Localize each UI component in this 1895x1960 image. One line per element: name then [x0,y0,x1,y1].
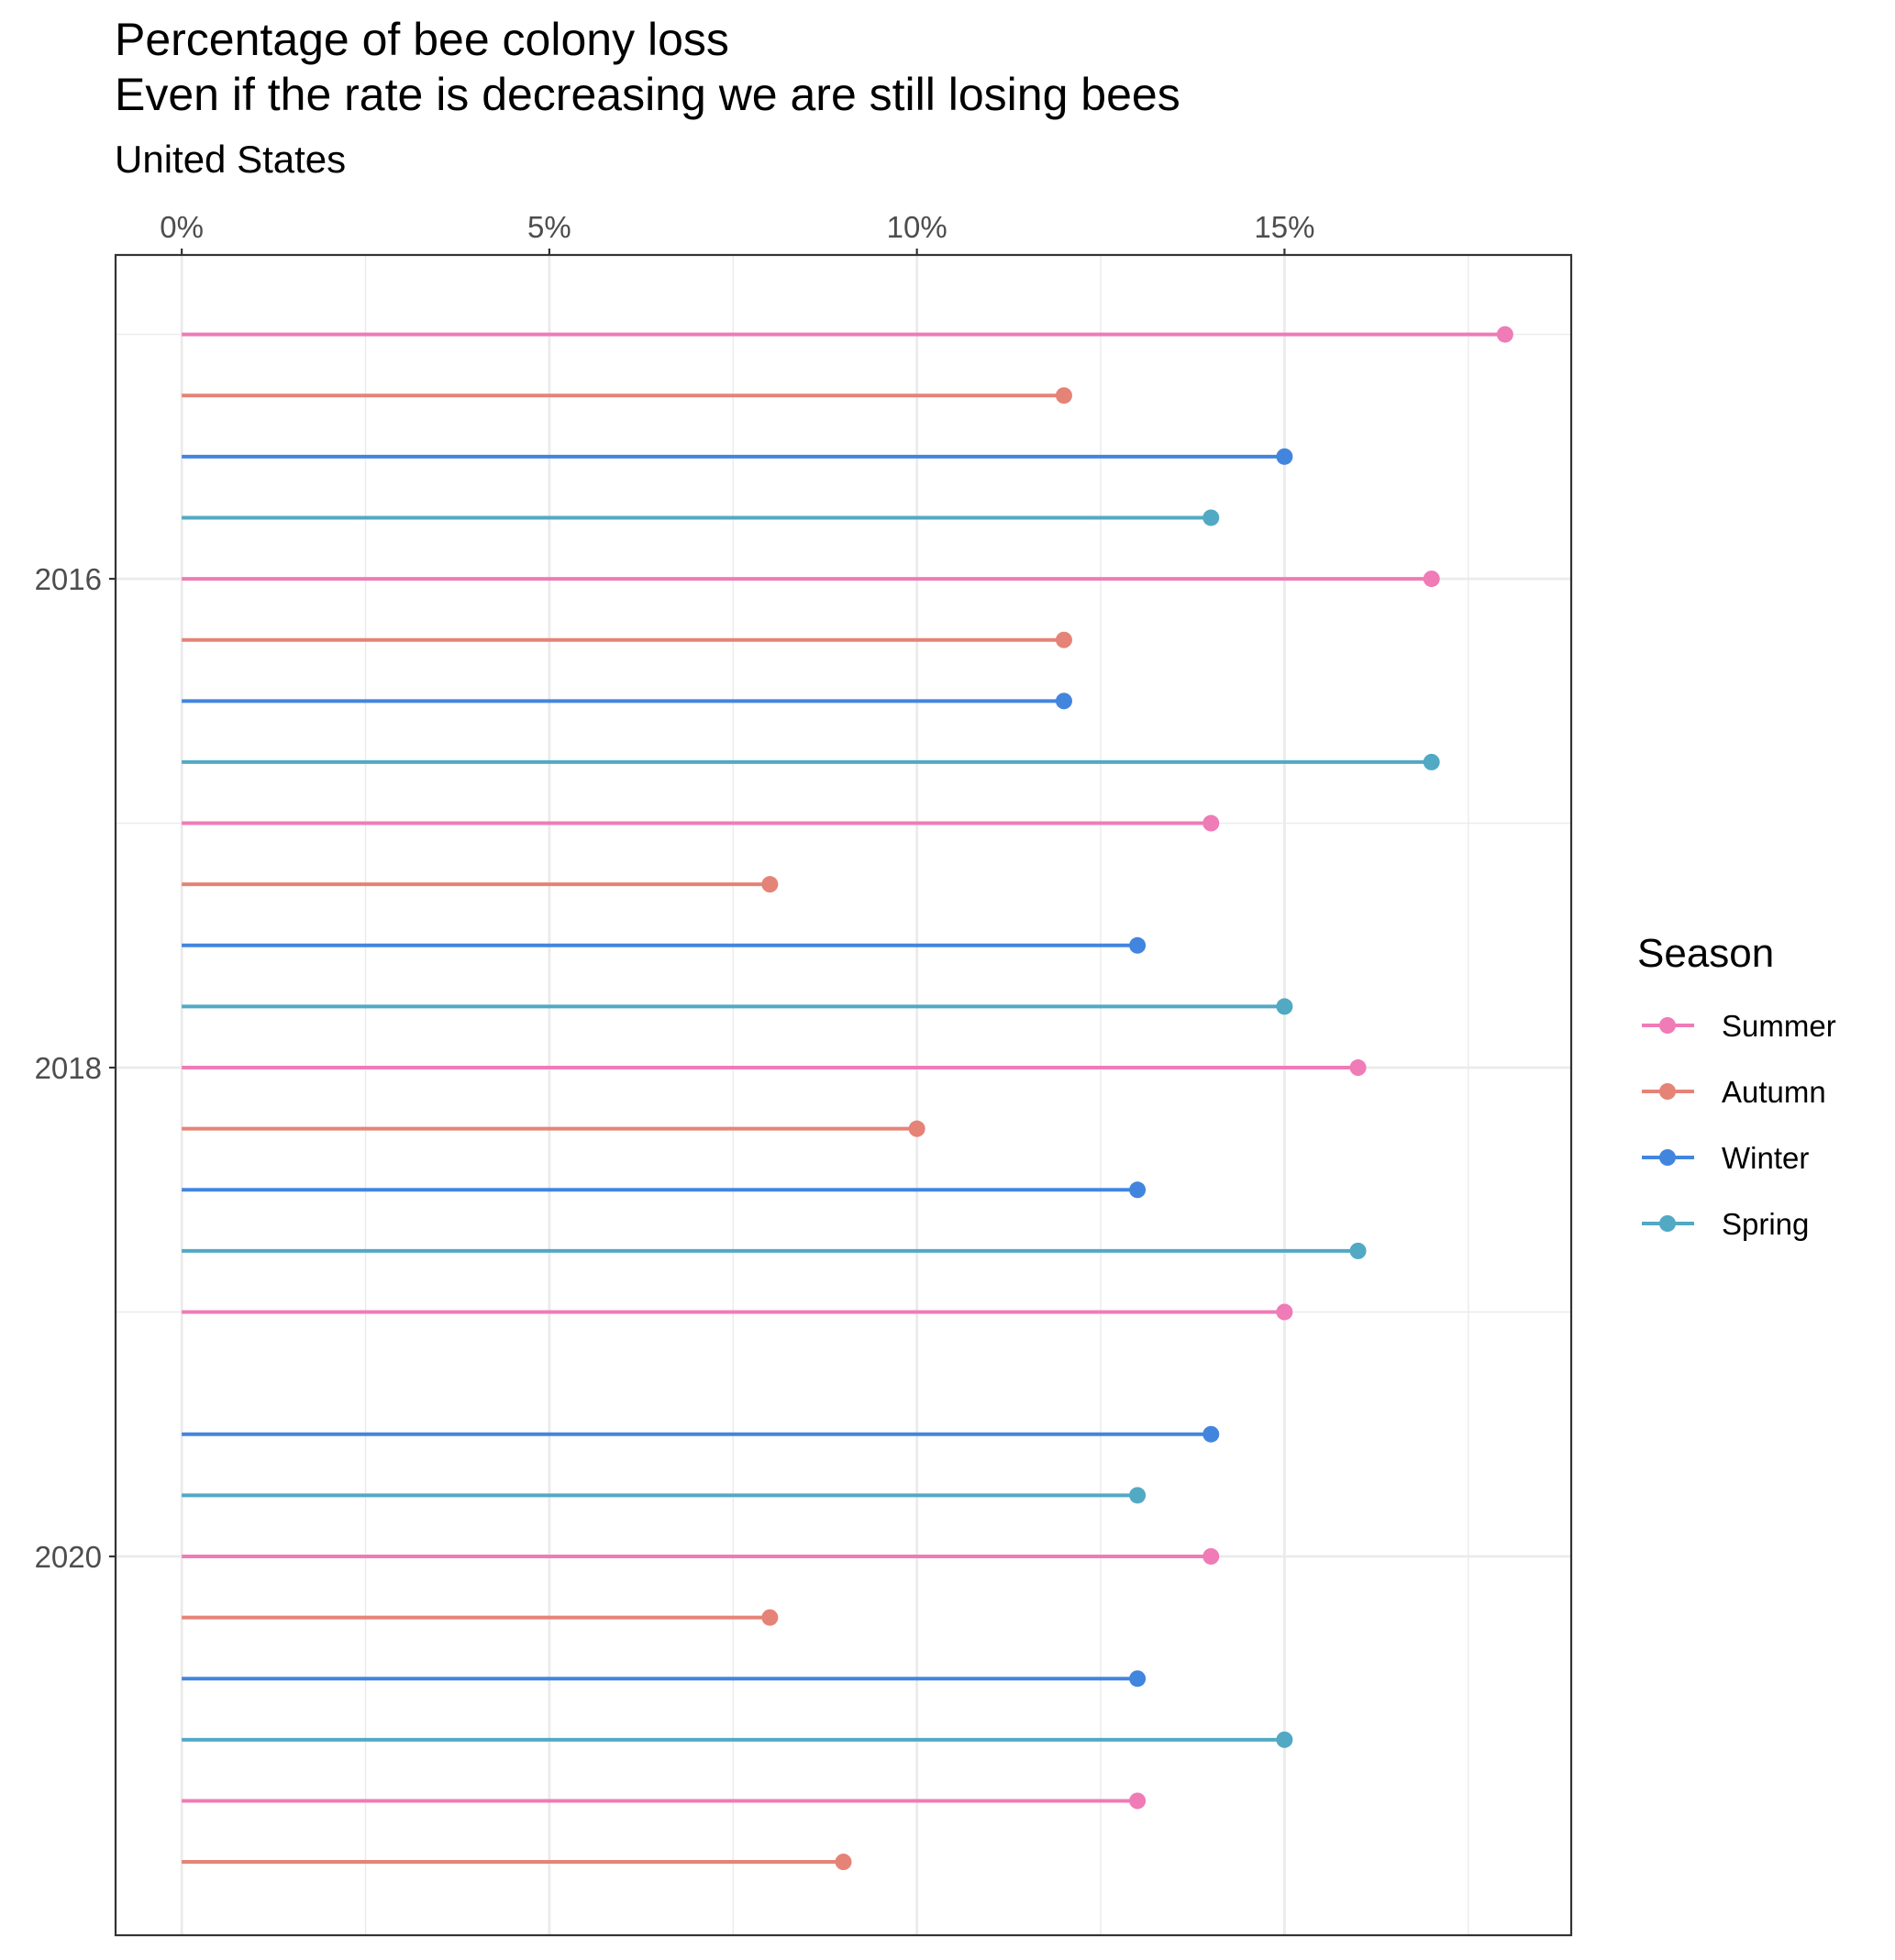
lollipop-point-autumn [835,1854,852,1871]
lollipop-point-autumn [1055,387,1072,404]
lollipop-point-summer [1202,1547,1220,1565]
legend-item-autumn: Autumn [1642,1075,1826,1109]
lollipop-point-summer [1202,814,1220,832]
lollipop-point-autumn [761,876,779,893]
legend-label: Winter [1722,1141,1809,1175]
lollipop-point-summer [1276,1303,1293,1321]
chart-title-line-2: Even if the rate is decreasing we are st… [115,69,1180,120]
lollipop-point-winter [1129,1670,1147,1688]
x-tick-label: 5% [527,210,571,244]
lollipop-point-summer [1129,1792,1147,1810]
panel-background [116,255,1571,1935]
lollipop-point-winter [1129,936,1147,954]
lollipop-point-spring [1129,1487,1147,1504]
lollipop-point-autumn [908,1120,925,1137]
lollipop-point-summer [1423,570,1440,588]
lollipop-point-winter [1129,1181,1147,1199]
x-axis: 0% 5% 10% 15% [160,210,1314,255]
lollipop-marks [182,326,1513,1871]
lollipop-point-spring [1423,753,1440,770]
x-tick-label: 10% [887,210,948,244]
lollipop-point-spring [1276,1731,1293,1748]
legend-item-winter: Winter [1642,1141,1809,1175]
lollipop-point-summer [1496,326,1513,343]
x-tick-label: 0% [160,210,204,244]
lollipop-point-autumn [761,1609,779,1626]
grid-lines [116,255,1571,1935]
legend-key-point [1659,1017,1676,1034]
legend-item-spring: Spring [1642,1207,1809,1241]
lollipop-point-autumn [1055,631,1072,648]
chart-title: Percentage of bee colony loss [115,14,729,65]
lollipop-point-winter [1276,448,1293,465]
legend-items: Summer Autumn Winter Spring [1642,1009,1836,1241]
y-tick-label: 2016 [35,562,102,596]
legend-key-point [1659,1149,1676,1166]
y-tick-label: 2020 [35,1540,102,1574]
legend: Season Summer Autumn Winter Spring [1637,931,1836,1241]
lollipop-point-winter [1055,692,1072,710]
panel-border [114,253,1573,1937]
legend-key-point [1659,1083,1676,1100]
legend-title: Season [1637,931,1774,976]
legend-key-point [1659,1215,1676,1232]
legend-label: Spring [1722,1207,1809,1241]
y-tick-label: 2018 [35,1051,102,1085]
chart-subtitle: United States [115,138,346,181]
legend-label: Summer [1722,1009,1836,1043]
x-tick-label: 15% [1254,210,1314,244]
lollipop-point-spring [1349,1242,1367,1259]
lollipop-point-summer [1349,1059,1367,1077]
legend-label: Autumn [1722,1075,1826,1109]
lollipop-point-spring [1202,509,1220,526]
y-axis: 2016 2018 2020 [35,562,116,1574]
lollipop-point-spring [1276,998,1293,1015]
lollipop-point-winter [1202,1425,1220,1443]
legend-item-summer: Summer [1642,1009,1836,1043]
